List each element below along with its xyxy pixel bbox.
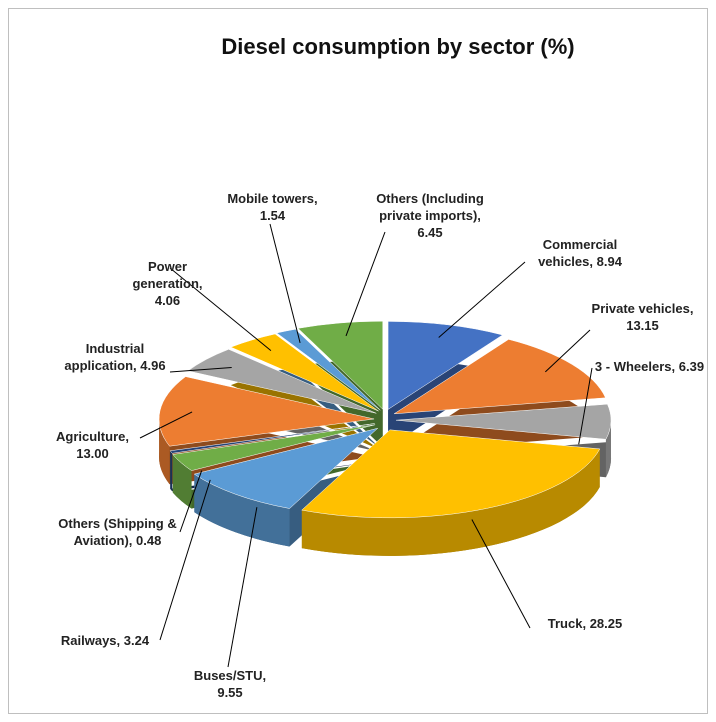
- label-value: 28.25: [589, 616, 623, 631]
- data-label: Truck, 28.25: [530, 615, 640, 632]
- label-value: 0.48: [136, 533, 162, 548]
- slice: [230, 333, 379, 412]
- label-value: 13.15: [626, 318, 659, 333]
- slice: [393, 339, 606, 415]
- label-value: 3.24: [123, 633, 150, 648]
- label-category: 3 - Wheelers,: [594, 359, 676, 374]
- leader-line: [345, 231, 386, 337]
- leader-line: [471, 519, 531, 629]
- label-category: Power generation,: [132, 259, 203, 291]
- slice-side: [170, 450, 173, 492]
- label-category: Buses/STU,: [193, 668, 267, 683]
- leader-line: [169, 367, 232, 373]
- slice-side: [194, 474, 290, 547]
- slice-side: [159, 418, 170, 485]
- slice: [301, 429, 601, 519]
- label-category: Agriculture,: [56, 429, 129, 444]
- leader-line: [227, 507, 258, 668]
- label-value: 4.06: [154, 293, 181, 308]
- label-value: 6.45: [417, 225, 443, 240]
- leader-line: [179, 470, 203, 533]
- slice: [395, 403, 612, 440]
- slice: [193, 428, 378, 509]
- label-category: Industrial application,: [64, 341, 145, 373]
- leader-line: [159, 479, 211, 641]
- data-label: Commercial vehicles, 8.94: [525, 236, 635, 270]
- data-label: Buses/STU, 9.55: [180, 667, 280, 701]
- leader-line: [578, 367, 593, 445]
- label-value: 6.39: [678, 359, 705, 374]
- label-category: Private vehicles,: [591, 301, 694, 316]
- slice-side: [172, 454, 192, 509]
- data-label: Others (Including private imports), 6.45: [375, 190, 485, 241]
- data-label: Railways, 3.24: [50, 632, 160, 649]
- leader-line: [169, 267, 272, 352]
- slice-side: [605, 420, 611, 478]
- slice-side: [301, 448, 600, 556]
- label-category: Commercial vehicles,: [538, 237, 618, 269]
- data-label: Others (Shipping & Aviation), 0.48: [55, 515, 180, 549]
- leader-line: [544, 329, 591, 373]
- label-category: Mobile towers,: [227, 191, 318, 206]
- label-value: 1.54: [259, 208, 286, 223]
- chart-frame: [8, 8, 708, 714]
- chart-title: Diesel consumption by sector (%): [221, 34, 575, 59]
- data-label: Power generation, 4.06: [120, 258, 215, 309]
- label-category: Truck,: [547, 616, 587, 631]
- data-label: Private vehicles, 13.15: [585, 300, 700, 334]
- leader-line: [269, 223, 301, 343]
- data-label: Agriculture, 13.00: [40, 428, 145, 462]
- label-value: 4.96: [140, 358, 166, 373]
- label-value: 9.55: [217, 685, 243, 700]
- data-label: Industrial application, 4.96: [55, 340, 175, 374]
- slice: [297, 320, 384, 410]
- label-category: Others (Including private imports),: [376, 191, 484, 223]
- slice: [158, 376, 375, 447]
- leader-line: [438, 261, 526, 338]
- label-value: 13.00: [76, 446, 109, 461]
- slice: [387, 321, 504, 410]
- label-category: Railways,: [60, 633, 121, 648]
- label-category: Others (Shipping & Aviation),: [58, 516, 177, 548]
- data-label: 3 - Wheelers, 6.39: [592, 358, 707, 375]
- slice: [172, 424, 376, 471]
- slice: [276, 328, 381, 411]
- label-value: 8.94: [596, 254, 622, 269]
- leader-line: [139, 411, 193, 439]
- slice: [169, 423, 375, 454]
- data-label: Mobile towers, 1.54: [225, 190, 320, 224]
